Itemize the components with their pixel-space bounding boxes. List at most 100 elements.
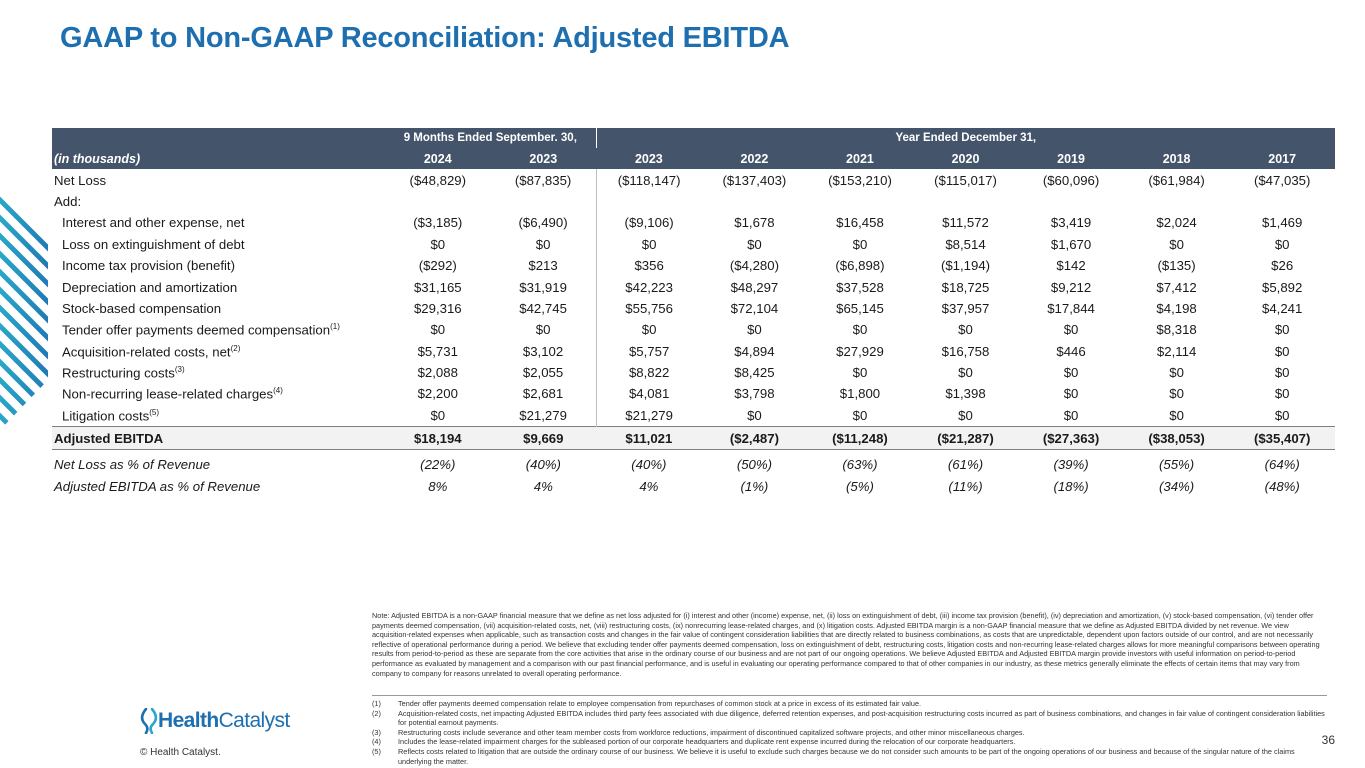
cell: ($115,017) — [934, 172, 997, 188]
cell: $42,745 — [519, 300, 567, 316]
footnote-marker: (5) — [372, 746, 381, 756]
cell: $1,670 — [1050, 236, 1092, 252]
copyright: © Health Catalyst. — [140, 747, 221, 758]
row-label-text: Loss on extinguishment of debt — [62, 236, 245, 252]
cell: $21,279 — [519, 407, 567, 423]
row-label-text: Adjusted EBITDA as % of Revenue — [54, 478, 261, 494]
cell: $0 — [1063, 407, 1079, 423]
cell: $48,297 — [730, 279, 779, 295]
footnote-ref: (2) — [230, 343, 241, 353]
footnote-marker: (3) — [372, 727, 381, 737]
cell: (22%) — [420, 457, 456, 473]
cell: $0 — [1274, 365, 1290, 381]
cell: ($1,194) — [940, 258, 991, 274]
cell: ($135) — [1157, 258, 1196, 274]
cell: (18%) — [1053, 478, 1089, 494]
row: Income tax provision (benefit) ($292) $213… — [52, 254, 1335, 277]
footnote-marker: (2) — [372, 708, 381, 718]
footnote-text: Reflects costs related to litigation tha… — [398, 746, 1295, 766]
divider — [372, 695, 1327, 696]
cell: (1%) — [740, 478, 769, 494]
cell: $0 — [852, 322, 868, 338]
cell: $1,469 — [1262, 215, 1303, 231]
cell: $18,725 — [941, 279, 990, 295]
cell: $0 — [1274, 407, 1290, 423]
cell: $0 — [430, 322, 446, 338]
row-label: Adjusted EBITDA as % of Revenue — [52, 475, 385, 496]
footnote-ref: (3) — [174, 364, 185, 374]
cell: $0 — [595, 233, 702, 255]
cell: $9,212 — [1050, 279, 1092, 295]
row-label-text: Adjusted EBITDA — [54, 430, 164, 446]
cell: $1,398 — [945, 386, 986, 402]
cell: ($9,106) — [595, 212, 702, 234]
row-label: Stock-based compensation — [52, 298, 385, 319]
cell: $8,822 — [595, 361, 702, 384]
cell: ($35,407) — [1229, 426, 1335, 451]
cell: $2,088 — [417, 365, 458, 381]
cell: $0 — [747, 236, 762, 252]
cell: ($153,210) — [828, 172, 892, 188]
row-label: Acquisition-related costs, net(2) — [52, 341, 385, 362]
cell: ($6,490) — [518, 215, 568, 231]
footnote-marker: (4) — [372, 737, 381, 747]
cell: $37,528 — [836, 279, 884, 295]
total-row: Adjusted EBITDA $18,194 $9,669 $11,021 ($2,4… — [52, 426, 1335, 451]
cell: (55%) — [1159, 457, 1195, 473]
cell: $0 — [1169, 407, 1184, 423]
footnote: (5) Reflects costs related to litigation … — [372, 747, 1327, 766]
cell: $213 — [528, 258, 558, 274]
logo-text: Catalyst — [218, 709, 291, 732]
cell: ($38,053) — [1123, 426, 1230, 451]
row-label: Depreciation and amortization — [52, 276, 385, 297]
row: Add: — [52, 190, 1335, 213]
cell — [702, 191, 808, 212]
cell: $4,241 — [1262, 300, 1303, 316]
cell: $0 — [747, 322, 762, 338]
group-header: Year Ended December 31, — [595, 128, 1335, 148]
cell: $8,514 — [945, 236, 986, 252]
column-header: 2020 — [912, 148, 1019, 170]
logo-icon — [140, 708, 158, 734]
cell: $0 — [852, 365, 868, 381]
cell: $42,223 — [595, 276, 702, 298]
column-header: 2018 — [1123, 148, 1230, 170]
cell: $9,669 — [490, 426, 597, 451]
footnote: (2) Acquisition-related costs, net impact… — [372, 709, 1327, 728]
footnote: (3) Restructuring costs include severance… — [372, 728, 1327, 738]
column-header-row: (in thousands) 2024 2023 2023 2022 2021 2020 20… — [52, 148, 1335, 170]
cell: $3,798 — [734, 386, 775, 402]
row: Acquisition-related costs, net(2) $5,731 $… — [52, 340, 1335, 362]
cell: (11%) — [948, 478, 983, 494]
footnote-ref: (1) — [330, 322, 340, 332]
cell: $0 — [852, 236, 868, 252]
cell: ($3,185) — [413, 215, 463, 231]
cell: $2,114 — [1156, 343, 1197, 359]
cell: $0 — [430, 407, 446, 423]
cell: $0 — [535, 322, 551, 338]
row: Interest and other expense, net ($3,185) (… — [52, 212, 1335, 234]
unit-label: (in thousands) — [52, 148, 385, 170]
cell: $4,198 — [1156, 300, 1197, 316]
cell: $356 — [595, 254, 702, 277]
cell: $0 — [1169, 386, 1184, 402]
cell: $0 — [1274, 236, 1290, 252]
cell: $0 — [595, 319, 702, 341]
cell: $26 — [1271, 258, 1294, 274]
cell: $21,279 — [595, 404, 702, 427]
cell: $0 — [1274, 322, 1290, 338]
row-label-text: Depreciation and amortization — [62, 279, 238, 295]
footnote-text: Tender offer payments deemed compensatio… — [398, 699, 922, 708]
cell: 4% — [533, 478, 553, 494]
cell: ($61,984) — [1148, 172, 1205, 188]
cell — [1018, 191, 1124, 212]
cell: ($292) — [418, 258, 457, 274]
row-label: Restructuring costs(3) — [52, 362, 385, 383]
cell: $16,758 — [941, 343, 990, 359]
group-header: 9 Months Ended September. 30, — [385, 128, 597, 148]
row-label: Tender offer payments deemed compensatio… — [52, 319, 385, 340]
footnote: (1) Tender offer payments deemed compensa… — [372, 699, 1327, 709]
column-header: 2023 — [596, 148, 702, 170]
row-label: Non-recurring lease-related charges(4) — [52, 383, 385, 404]
